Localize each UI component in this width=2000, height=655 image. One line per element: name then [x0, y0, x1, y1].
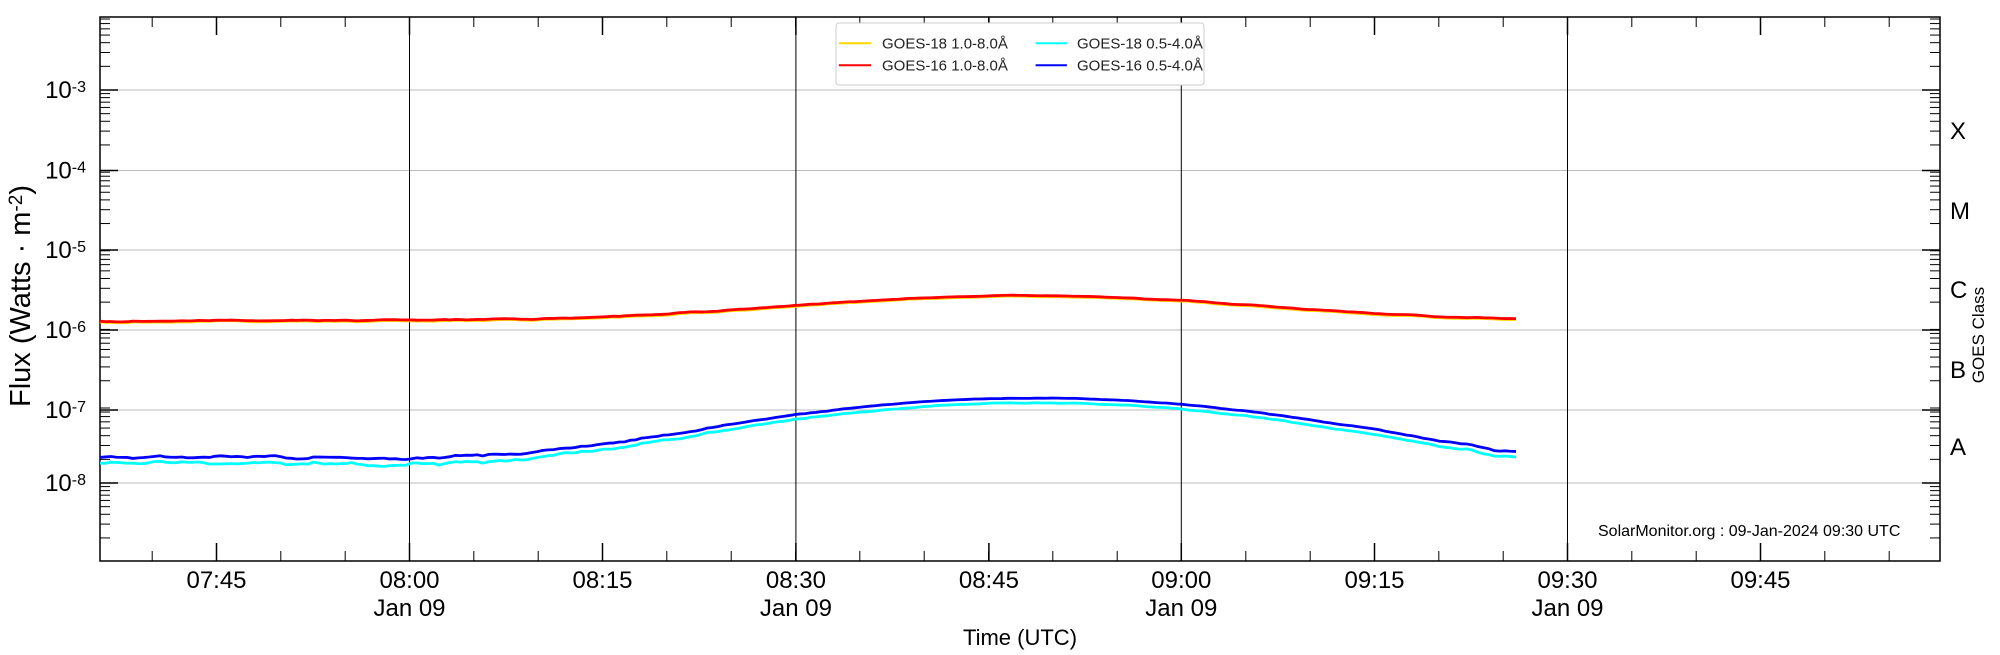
- svg-text:08:00: 08:00: [379, 567, 439, 594]
- svg-text:09:00: 09:00: [1151, 567, 1211, 594]
- svg-text:GOES-16 1.0-8.0Å: GOES-16 1.0-8.0Å: [882, 58, 1008, 75]
- svg-text:08:15: 08:15: [572, 567, 632, 594]
- svg-text:GOES-18 1.0-8.0Å: GOES-18 1.0-8.0Å: [882, 36, 1008, 53]
- svg-text:M: M: [1950, 198, 1970, 225]
- svg-text:Flux (Watts · m-2): Flux (Watts · m-2): [5, 185, 37, 407]
- svg-text:C: C: [1950, 277, 1967, 304]
- svg-text:A: A: [1950, 434, 1966, 461]
- svg-text:X: X: [1950, 118, 1966, 145]
- svg-text:09:45: 09:45: [1730, 567, 1790, 594]
- svg-text:Jan 09: Jan 09: [760, 595, 832, 622]
- svg-text:B: B: [1950, 357, 1966, 384]
- svg-text:Jan 09: Jan 09: [373, 595, 445, 622]
- svg-text:08:30: 08:30: [766, 567, 826, 594]
- svg-text:09:15: 09:15: [1344, 567, 1404, 594]
- svg-text:GOES-16 0.5-4.0Å: GOES-16 0.5-4.0Å: [1077, 58, 1203, 75]
- svg-text:Jan 09: Jan 09: [1531, 595, 1603, 622]
- svg-text:Time (UTC): Time (UTC): [963, 625, 1077, 650]
- svg-text:09:30: 09:30: [1537, 567, 1597, 594]
- svg-text:GOES Class: GOES Class: [1969, 287, 1988, 383]
- svg-text:Jan 09: Jan 09: [1145, 595, 1217, 622]
- svg-text:08:45: 08:45: [959, 567, 1019, 594]
- svg-text:SolarMonitor.org : 09-Jan-2024: SolarMonitor.org : 09-Jan-2024 09:30 UTC: [1598, 523, 1900, 540]
- svg-text:GOES-18 0.5-4.0Å: GOES-18 0.5-4.0Å: [1077, 36, 1203, 53]
- svg-text:07:45: 07:45: [186, 567, 246, 594]
